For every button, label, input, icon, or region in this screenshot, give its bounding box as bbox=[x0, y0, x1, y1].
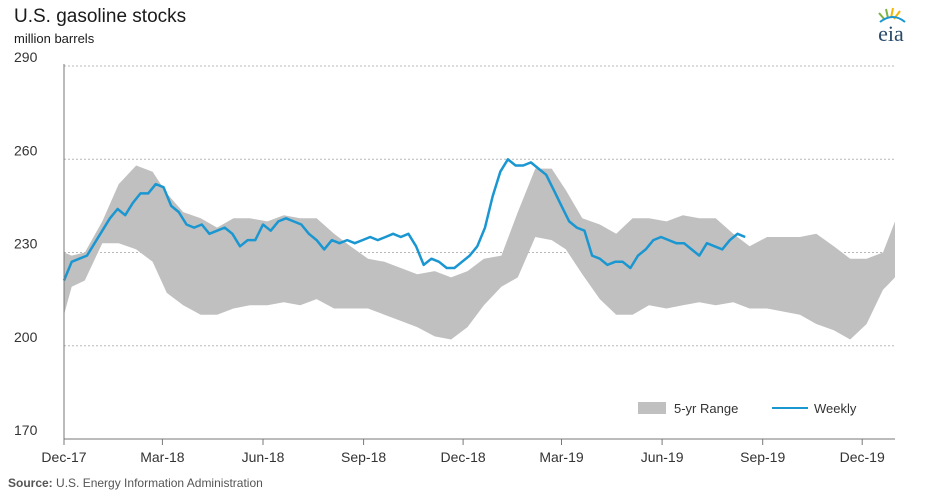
axes bbox=[63, 64, 895, 445]
x-tick-label: Sep-18 bbox=[341, 449, 386, 465]
eia-logo: eia bbox=[878, 7, 906, 46]
source-label: Source: bbox=[8, 476, 53, 490]
x-tick-label: Mar-18 bbox=[140, 449, 185, 465]
source-note: Source: U.S. Energy Information Administ… bbox=[8, 476, 263, 490]
logo-rays-icon bbox=[878, 7, 906, 23]
chart-title: U.S. gasoline stocks bbox=[14, 6, 187, 27]
y-tick-label: 200 bbox=[14, 329, 38, 345]
x-tick-labels: Dec-17 Mar-18 Jun-18 Sep-18 Dec-18 Mar-19 Jun-… bbox=[41, 449, 885, 465]
weekly-series-line bbox=[62, 158, 746, 281]
five-year-range-area bbox=[64, 165, 895, 340]
chart-subtitle: million barrels bbox=[14, 31, 95, 46]
y-tick-label: 170 bbox=[14, 422, 38, 438]
y-tick-labels: 170 200 230 260 290 bbox=[14, 49, 38, 438]
gasoline-stocks-chart: 170 200 230 260 290 Dec-17 Mar-18 Jun-18 Sep-18… bbox=[14, 49, 895, 465]
x-tick-label: Dec-18 bbox=[441, 449, 486, 465]
y-tick-label: 290 bbox=[14, 49, 38, 65]
y-tick-label: 260 bbox=[14, 142, 38, 158]
legend-range-swatch bbox=[638, 402, 666, 414]
x-tick-label: Sep-19 bbox=[740, 449, 785, 465]
x-tick-label: Jun-18 bbox=[242, 449, 285, 465]
legend-range-label: 5-yr Range bbox=[674, 401, 738, 416]
x-tick-label: Dec-17 bbox=[41, 449, 86, 465]
x-tick-label: Mar-19 bbox=[539, 449, 584, 465]
legend-weekly-label: Weekly bbox=[814, 401, 857, 416]
legend: 5-yr Range Weekly bbox=[638, 401, 857, 416]
logo-text: eia bbox=[878, 21, 904, 46]
x-tick-label: Jun-19 bbox=[641, 449, 684, 465]
source-text: U.S. Energy Information Administration bbox=[56, 476, 263, 490]
x-tick-label: Dec-19 bbox=[840, 449, 885, 465]
y-tick-label: 230 bbox=[14, 236, 38, 252]
